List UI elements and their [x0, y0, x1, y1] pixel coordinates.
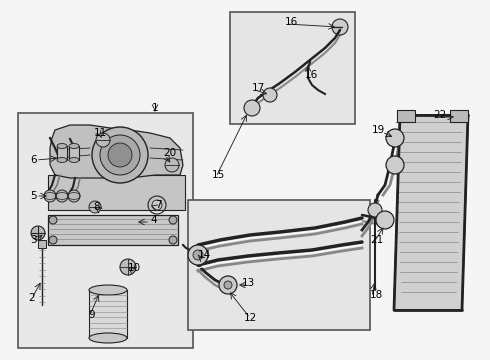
Circle shape [31, 226, 45, 240]
Text: 16: 16 [285, 17, 298, 27]
Circle shape [152, 200, 162, 210]
Bar [450, 110, 468, 122]
Ellipse shape [57, 158, 67, 162]
Circle shape [244, 100, 260, 116]
Polygon shape [188, 200, 370, 330]
Circle shape [68, 190, 80, 202]
Bar [230, 12, 355, 124]
Ellipse shape [89, 285, 127, 295]
Text: 10: 10 [128, 263, 141, 273]
Text: 17: 17 [252, 83, 265, 93]
Circle shape [92, 127, 148, 183]
Circle shape [89, 201, 101, 213]
Circle shape [386, 156, 404, 174]
Text: 21: 21 [370, 235, 383, 245]
Circle shape [219, 276, 237, 294]
Circle shape [169, 236, 177, 244]
Bar [18, 113, 193, 348]
Circle shape [386, 129, 404, 147]
Text: 20: 20 [163, 148, 176, 158]
Circle shape [56, 190, 68, 202]
Text: 18: 18 [370, 290, 383, 300]
Text: 16: 16 [305, 70, 318, 80]
Polygon shape [394, 115, 468, 310]
Circle shape [120, 259, 136, 275]
Text: 4: 4 [150, 215, 157, 225]
Ellipse shape [89, 333, 127, 343]
Circle shape [49, 236, 57, 244]
Text: 8: 8 [93, 202, 99, 212]
Ellipse shape [57, 144, 67, 148]
Circle shape [108, 143, 132, 167]
Bar [397, 110, 415, 122]
Bar [48, 215, 178, 245]
Circle shape [96, 133, 110, 147]
Text: 14: 14 [198, 250, 211, 260]
Text: 3: 3 [30, 235, 37, 245]
Text: 11: 11 [94, 128, 107, 138]
Bar [38, 240, 46, 248]
Bar [69, 146, 79, 160]
Circle shape [193, 250, 203, 260]
Circle shape [332, 19, 348, 35]
Text: 1: 1 [152, 103, 158, 113]
Text: 22: 22 [433, 110, 446, 120]
Polygon shape [50, 125, 183, 178]
Text: 2: 2 [29, 293, 35, 303]
Text: 9: 9 [88, 310, 95, 320]
Circle shape [376, 211, 394, 229]
Text: 12: 12 [244, 313, 257, 323]
Circle shape [368, 203, 382, 217]
Text: 6: 6 [30, 155, 37, 165]
Circle shape [100, 135, 140, 175]
Circle shape [44, 190, 56, 202]
Text: 15: 15 [212, 170, 225, 180]
Ellipse shape [69, 144, 79, 148]
Text: 19: 19 [371, 125, 385, 135]
Circle shape [224, 281, 232, 289]
Circle shape [49, 216, 57, 224]
Bar [57, 146, 67, 160]
Bar [89, 290, 127, 338]
Circle shape [263, 88, 277, 102]
Text: 7: 7 [155, 200, 162, 210]
Circle shape [188, 245, 208, 265]
Text: 5: 5 [30, 191, 37, 201]
Circle shape [169, 216, 177, 224]
Circle shape [165, 158, 179, 172]
Ellipse shape [69, 158, 79, 162]
Polygon shape [48, 175, 185, 210]
Text: 13: 13 [242, 278, 255, 288]
